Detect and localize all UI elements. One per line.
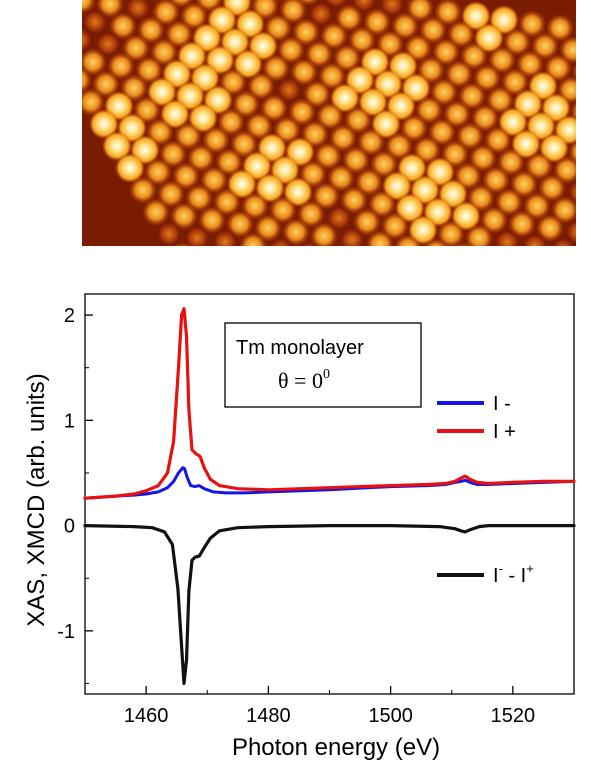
series-line-i-minus: [83, 466, 576, 500]
stm-atom: [184, 225, 210, 246]
stm-atom: [82, 66, 92, 94]
axis-ticks: 1460 1480 1500 1520 -1 0 1 2: [57, 305, 575, 727]
y-tick-label: -1: [57, 621, 75, 643]
stm-atom: [170, 202, 198, 230]
series-line-xmcd: [83, 524, 576, 686]
legend-label-i-minus: I -: [493, 393, 511, 415]
stm-atom: [82, 9, 108, 35]
stm-atom: [326, 205, 352, 231]
stm-atom: [212, 229, 238, 246]
x-tick-label: 1500: [368, 705, 413, 727]
stm-atom: [394, 234, 422, 246]
x-axis-title: Photon energy (eV): [232, 734, 440, 761]
stm-atom: [102, 131, 132, 161]
stm-atom: [239, 232, 267, 246]
stm-atom: [494, 229, 520, 246]
y-tick-label: 0: [64, 516, 75, 538]
stm-atom: [82, 48, 107, 76]
stm-atom: [142, 198, 170, 226]
stm-atom: [290, 58, 318, 86]
stm-image: [82, 0, 576, 246]
x-tick-label: 1460: [124, 705, 169, 727]
stm-atom: [340, 186, 368, 214]
x-tick-label: 1480: [246, 705, 291, 727]
stm-atom: [82, 0, 96, 14]
stm-atom: [423, 238, 449, 246]
y-tick-label: 2: [64, 305, 75, 327]
stm-atom: [536, 214, 564, 242]
legend-label-xmcd: I- - I+: [493, 561, 534, 587]
legend: I - I + I- - I+: [437, 393, 534, 587]
stm-atom: [298, 241, 320, 246]
stm-atom: [268, 237, 294, 246]
stm-atom: [332, 245, 342, 246]
stm-atom: [282, 218, 310, 246]
stm-atom: [276, 77, 302, 103]
stm-atom: [308, 1, 334, 27]
stm-atom: [437, 220, 465, 246]
x-tick-label: 1520: [491, 705, 536, 727]
stm-atom: [226, 210, 254, 238]
stm-atom: [109, 12, 137, 40]
annotation-angle: θ = 00: [278, 367, 330, 393]
stm-atom-lattice: [82, 0, 576, 246]
stm-atom: [310, 222, 338, 246]
stm-atom: [454, 242, 474, 246]
stm-atom: [339, 227, 365, 246]
stm-atom: [172, 242, 192, 246]
annotation-angle-text: θ = 0: [278, 368, 323, 393]
legend-label-i-plus: I +: [493, 421, 516, 443]
annotation-angle-superscript: 0: [323, 367, 330, 382]
stm-atom: [115, 153, 145, 183]
stm-atom: [198, 206, 226, 234]
stm-atom: [574, 24, 576, 40]
stm-atom: [508, 210, 536, 238]
xas-xmcd-chart: 1460 1480 1500 1520 -1 0 1 2 Photon energy (eV)…: [23, 293, 576, 761]
annotation-box: Tm monolayer θ = 00: [224, 322, 422, 408]
stm-atom: [82, 27, 93, 53]
y-axis-title: XAS, XMCD (arb. units): [23, 373, 50, 626]
stm-atom: [550, 237, 576, 246]
stm-atom: [522, 233, 548, 246]
stm-atom: [89, 109, 119, 139]
stm-atom: [82, 88, 105, 116]
annotation-title: Tm monolayer: [236, 337, 364, 359]
y-tick-label: 1: [64, 410, 75, 432]
stm-atom: [129, 176, 157, 204]
series-line-i-plus: [83, 307, 576, 500]
series-layer: [83, 307, 576, 686]
stm-atom: [465, 224, 493, 246]
stm-atom: [353, 208, 381, 236]
stm-atom: [156, 221, 182, 246]
annotation-frame: [224, 322, 422, 408]
stm-atom: [366, 230, 394, 246]
stm-atom: [95, 31, 121, 57]
